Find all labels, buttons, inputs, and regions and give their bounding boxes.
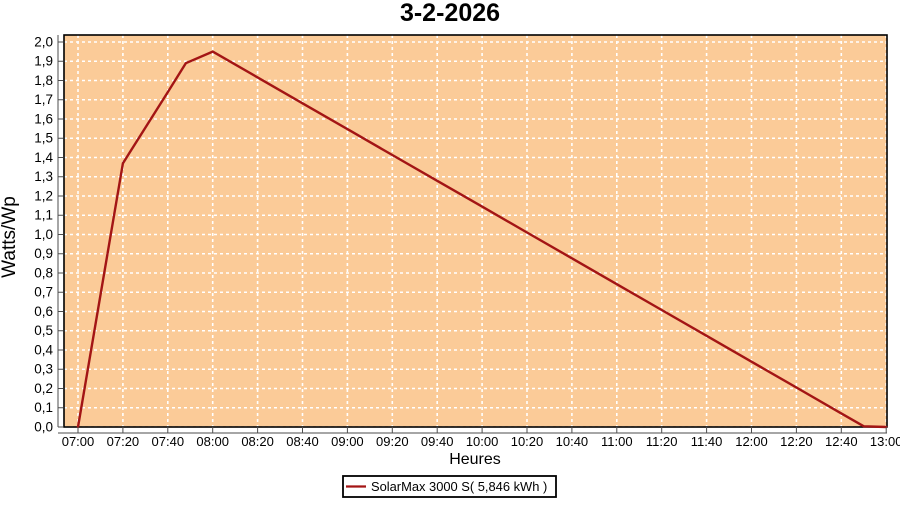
svg-text:1,8: 1,8	[34, 73, 53, 88]
svg-text:08:40: 08:40	[286, 434, 319, 449]
svg-text:12:40: 12:40	[825, 434, 858, 449]
svg-text:0,4: 0,4	[34, 343, 53, 358]
svg-text:0,6: 0,6	[34, 304, 53, 319]
svg-text:2,0: 2,0	[34, 35, 53, 50]
svg-text:1,6: 1,6	[34, 112, 53, 127]
svg-text:Watts/Wp: Watts/Wp	[0, 196, 20, 278]
svg-text:1,4: 1,4	[34, 150, 53, 165]
svg-text:0,9: 0,9	[34, 246, 53, 261]
svg-text:11:00: 11:00	[601, 434, 633, 449]
svg-text:0,8: 0,8	[34, 266, 53, 281]
svg-text:0,3: 0,3	[34, 362, 53, 377]
svg-text:08:00: 08:00	[196, 434, 229, 449]
svg-text:Heures: Heures	[449, 451, 501, 468]
svg-text:12:20: 12:20	[780, 434, 813, 449]
svg-text:07:00: 07:00	[62, 434, 95, 449]
svg-text:0,2: 0,2	[34, 381, 53, 396]
svg-text:07:20: 07:20	[107, 434, 140, 449]
svg-text:1,5: 1,5	[34, 131, 53, 146]
svg-text:10:40: 10:40	[556, 434, 589, 449]
svg-text:0,7: 0,7	[34, 285, 53, 300]
svg-text:11:20: 11:20	[646, 434, 678, 449]
svg-text:11:40: 11:40	[691, 434, 723, 449]
svg-text:09:00: 09:00	[331, 434, 364, 449]
svg-text:1,7: 1,7	[34, 92, 53, 107]
svg-text:09:40: 09:40	[421, 434, 454, 449]
svg-text:1,1: 1,1	[34, 208, 53, 223]
svg-text:0,0: 0,0	[34, 420, 53, 435]
svg-text:07:40: 07:40	[152, 434, 185, 449]
svg-text:0,5: 0,5	[34, 323, 53, 338]
svg-text:0,1: 0,1	[34, 400, 53, 415]
svg-text:1,3: 1,3	[34, 169, 53, 184]
svg-text:09:20: 09:20	[376, 434, 409, 449]
svg-text:1,2: 1,2	[34, 189, 53, 204]
svg-text:1,9: 1,9	[34, 54, 53, 69]
svg-text:1,0: 1,0	[34, 227, 53, 242]
svg-text:10:20: 10:20	[511, 434, 544, 449]
svg-text:13:00: 13:00	[870, 434, 900, 449]
svg-text:SolarMax 3000 S( 5,846 kWh ): SolarMax 3000 S( 5,846 kWh )	[371, 479, 547, 494]
svg-text:12:00: 12:00	[735, 434, 768, 449]
svg-text:10:00: 10:00	[466, 434, 499, 449]
svg-text:08:20: 08:20	[241, 434, 274, 449]
